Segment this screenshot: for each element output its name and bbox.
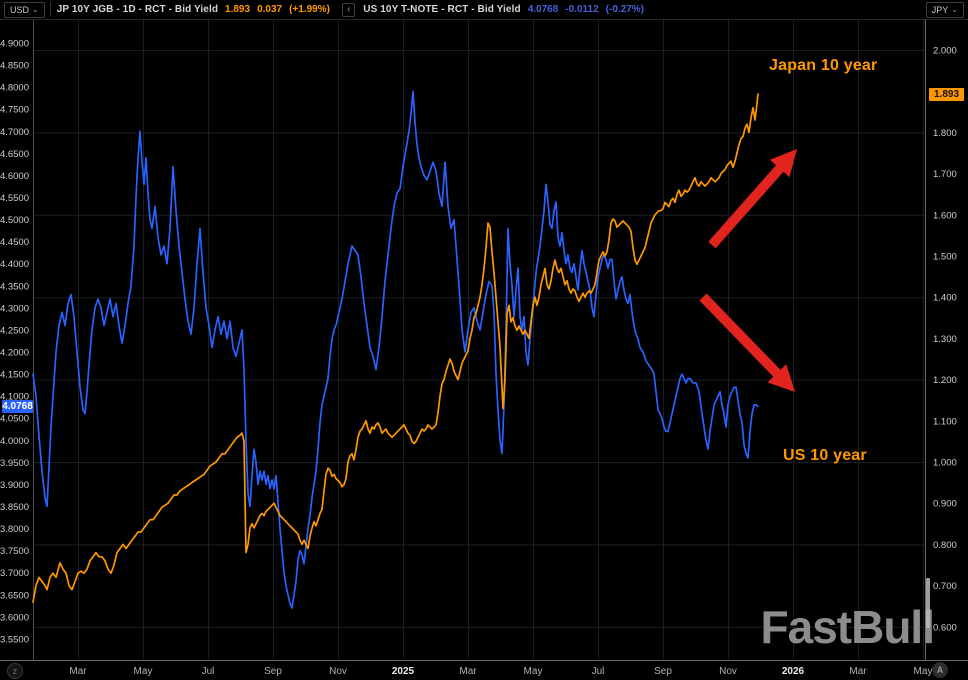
left-axis-tick-label: 4.2000 <box>0 347 29 358</box>
left-axis-tick-label: 4.7000 <box>0 127 29 138</box>
left-axis-tick-label: 4.0000 <box>0 436 29 447</box>
right-axis-tick-label: 1.500 <box>933 252 957 263</box>
left-axis-tick-label: 3.8000 <box>0 524 29 535</box>
left-axis-tick-label: 4.6000 <box>0 171 29 182</box>
right-axis-tick-label: 1.300 <box>933 334 957 345</box>
right-axis-tick-label: 1.800 <box>933 128 957 139</box>
left-axis-tick-label: 3.9500 <box>0 458 29 469</box>
left-axis-tick-label: 4.8000 <box>0 83 29 94</box>
left-axis-tick-label: 4.9000 <box>0 39 29 50</box>
left-axis-tick-label: 3.7500 <box>0 546 29 557</box>
left-axis-tick-label: 3.5500 <box>0 634 29 645</box>
right-axis-tick-label: 1.600 <box>933 210 957 221</box>
left-axis-tick-label: 4.1000 <box>0 392 29 403</box>
red-arrow-annotation <box>708 149 797 249</box>
autoscale-button[interactable]: A <box>932 662 948 678</box>
right-axis-tick-label: 1.400 <box>933 293 957 304</box>
left-axis-tick-label: 4.7500 <box>0 105 29 116</box>
x-axis-tick-label: Sep <box>264 666 282 677</box>
right-axis-scrollbar[interactable] <box>926 578 930 628</box>
right-axis-tick-label: 1.200 <box>933 375 957 386</box>
left-axis-tick-label: 4.3500 <box>0 281 29 292</box>
ticker-jp-last: 1.893 <box>225 4 251 15</box>
toolbar-divider <box>49 2 51 17</box>
right-scale-currency-button[interactable]: JPY ⌄ <box>925 1 964 18</box>
fastbull-watermark: FastBull <box>760 601 935 653</box>
right-axis-tick-label: 1.700 <box>933 169 957 180</box>
right-axis-tick-label: 0.600 <box>933 622 957 633</box>
x-axis-tick-label: Mar <box>849 666 867 677</box>
ticker-jp-title[interactable]: JP 10Y JGB - 1D - RCT - Bid Yield <box>56 4 219 15</box>
left-axis-tick-label: 4.4500 <box>0 237 29 248</box>
x-axis-tick-label: Jul <box>592 666 605 677</box>
left-axis-tick-label: 4.5500 <box>0 193 29 204</box>
x-axis-tick-label: Mar <box>69 666 87 677</box>
right-axis-tick-label: 1.100 <box>933 416 957 427</box>
ticker-jp-10y: JP 10Y JGB - 1D - RCT - Bid Yield 1.893 … <box>57 4 330 15</box>
left-axis-tick-label: 3.6500 <box>0 590 29 601</box>
timezone-button[interactable]: z <box>7 663 23 679</box>
x-axis-tick-label: Mar <box>459 666 477 677</box>
left-axis-tick-label: 4.3000 <box>0 303 29 314</box>
left-axis-tick-label: 3.9000 <box>0 480 29 491</box>
x-axis-tick-label: Nov <box>719 666 737 677</box>
ticker-jp-change-pct: (+1.99%) <box>289 4 330 15</box>
chevron-down-icon: ⌄ <box>951 4 958 14</box>
us-last-price-tag: 4.0768 <box>2 399 33 413</box>
ticker-us-change-pct: (-0.27%) <box>605 4 645 15</box>
right-axis-tick-label: 2.000 <box>933 46 957 57</box>
left-axis-tick-label: 4.0500 <box>0 414 29 425</box>
collapse-legend-button[interactable]: ‹ <box>341 2 356 17</box>
left-axis-tick-label: 4.8500 <box>0 61 29 72</box>
x-axis-tick-label: 2025 <box>392 666 415 677</box>
x-axis-tick-label: Nov <box>329 666 347 677</box>
red-arrow-annotation <box>699 293 795 392</box>
left-axis-tick-label: 3.8500 <box>0 502 29 513</box>
x-axis-tick-label: Jul <box>202 666 215 677</box>
left-axis-tick-label: 3.7000 <box>0 568 29 579</box>
left-axis-tick-label: 4.4000 <box>0 259 29 270</box>
x-axis-tick-label: Sep <box>654 666 672 677</box>
left-currency-label: USD <box>10 4 30 15</box>
japan-10-year-annotation: Japan 10 year <box>769 57 878 74</box>
left-axis-tick-label: 4.5000 <box>0 215 29 226</box>
x-axis-tick-label: May <box>524 666 543 677</box>
right-axis-tick-label: 1.000 <box>933 458 957 469</box>
ticker-us-title[interactable]: US 10Y T-NOTE - RCT - Bid Yield <box>363 4 521 15</box>
us-10-year-annotation: US 10 year <box>783 447 867 464</box>
left-axis-tick-label: 4.1500 <box>0 370 29 381</box>
x-axis-tick-label: May <box>914 666 933 677</box>
us-10y-line <box>32 90 759 609</box>
chevron-down-icon: ⌄ <box>32 4 39 14</box>
right-axis-tick-label: 0.700 <box>933 581 957 592</box>
x-axis-tick-label: May <box>134 666 153 677</box>
ticker-us-10y: US 10Y T-NOTE - RCT - Bid Yield 4.0768 -… <box>363 4 644 15</box>
ticker-us-change: -0.0112 <box>565 4 599 15</box>
left-axis-tick-label: 4.2500 <box>0 325 29 336</box>
jp-last-price-tag: 1.893 <box>929 87 964 101</box>
left-scale-currency-button[interactable]: USD ⌄ <box>4 1 45 18</box>
ticker-jp-change: 0.037 <box>257 4 283 15</box>
x-axis-tick-label: 2026 <box>782 666 805 677</box>
right-axis-tick-label: 0.900 <box>933 499 957 510</box>
left-axis-tick-label: 4.6500 <box>0 149 29 160</box>
jp-10y-line <box>32 93 759 603</box>
left-axis-tick-label: 3.6000 <box>0 612 29 623</box>
right-currency-label: JPY <box>931 4 949 15</box>
ticker-us-last: 4.0768 <box>527 4 559 15</box>
right-axis-tick-label: 0.800 <box>933 540 957 551</box>
top-toolbar: USD ⌄ JP 10Y JGB - 1D - RCT - Bid Yield … <box>0 0 968 20</box>
